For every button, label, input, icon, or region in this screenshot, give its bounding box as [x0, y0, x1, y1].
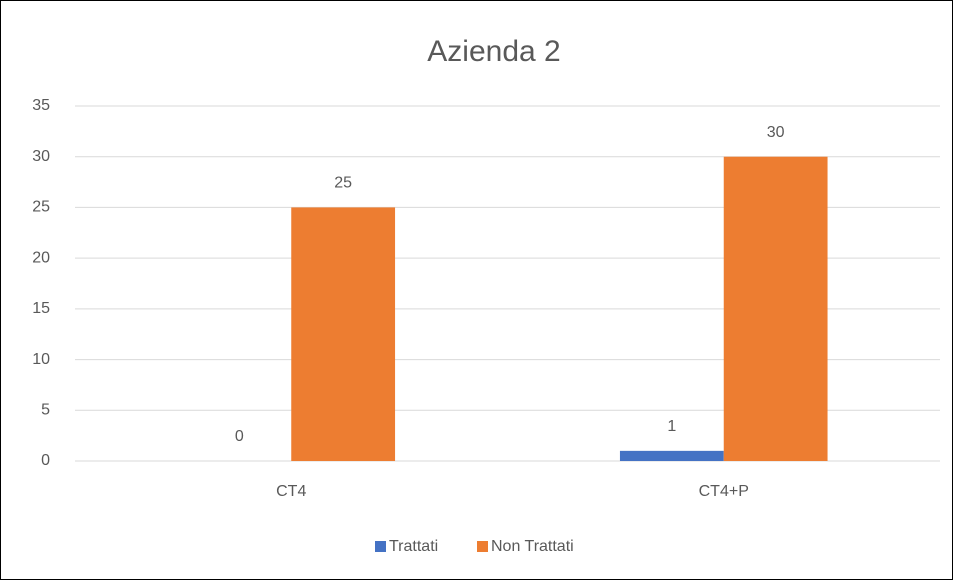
y-tick-label: 30 — [32, 148, 50, 165]
x-tick-label: CT4+P — [699, 483, 749, 500]
y-tick-label: 20 — [32, 249, 50, 266]
bar — [723, 156, 828, 461]
bar — [619, 450, 724, 461]
y-tick-label: 10 — [32, 351, 50, 368]
chart-title: Azienda 2 — [427, 35, 560, 68]
y-tick-label: 25 — [32, 199, 50, 216]
y-tick-label: 5 — [41, 402, 50, 419]
x-tick-label: CT4 — [276, 483, 306, 500]
data-label: 25 — [334, 175, 352, 192]
legend-swatch — [375, 541, 386, 552]
bar — [291, 207, 396, 461]
data-label: 0 — [235, 428, 244, 445]
data-label: 30 — [767, 124, 785, 141]
legend-label: Trattati — [389, 538, 438, 555]
y-tick-label: 15 — [32, 300, 50, 317]
legend-label: Non Trattati — [491, 538, 574, 555]
y-tick-label: 0 — [41, 452, 50, 469]
data-label: 1 — [667, 418, 676, 435]
legend-swatch — [477, 541, 488, 552]
y-tick-label: 35 — [32, 97, 50, 114]
